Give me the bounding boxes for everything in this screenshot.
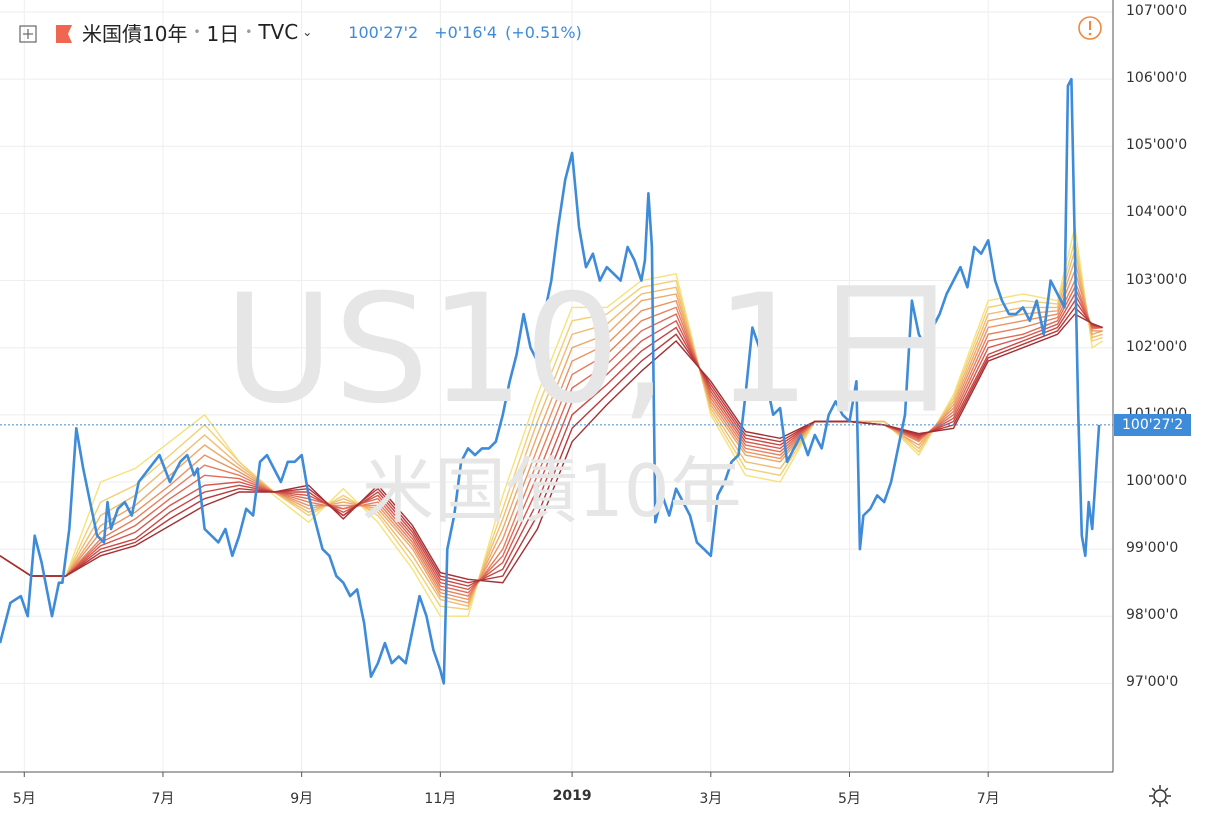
price-axis-tick-label: 97'00'0	[1126, 674, 1179, 691]
ma-ribbon-line	[0, 299, 1103, 587]
time-axis-tick-label: 7月	[151, 791, 175, 807]
price-axis-tick-label: 98'00'0	[1126, 607, 1179, 624]
price-series	[0, 77, 1101, 685]
time-axis-tick-label: 11月	[424, 791, 457, 807]
ma-ribbon-line	[0, 257, 1103, 604]
time-axis-tick-label: 2019	[552, 788, 592, 804]
ma-ribbon-line	[0, 313, 1103, 584]
price-change: +0'16'4	[434, 22, 498, 42]
price-axis-tick-label: 103'00'0	[1126, 271, 1188, 288]
ma-ribbon-line	[0, 240, 1103, 611]
separator-dot: •	[193, 25, 201, 39]
time-axis-tick-label: 5月	[838, 791, 861, 807]
ma-ribbon-line	[0, 268, 1103, 601]
price-axis-tick-label: 105'00'0	[1126, 137, 1188, 154]
time-axis-ticks	[23, 772, 989, 777]
price-change-percent: (+0.51%)	[505, 22, 582, 42]
ma-ribbon-line	[0, 292, 1103, 591]
exchange-label[interactable]: TVC	[258, 20, 299, 44]
settings-gear-icon[interactable]	[1149, 785, 1171, 807]
time-axis-tick-label: 5月	[12, 791, 36, 807]
price-axis-tick-label: 107'00'0	[1126, 3, 1188, 19]
time-axis-tick-label: 3月	[699, 791, 723, 807]
ma-ribbon-line	[0, 306, 1103, 584]
chart-header: 米国債10年 • 1日 • TVC ⌄ 100'27'2 +0'16'4 (+0…	[82, 16, 582, 48]
ma-ribbon-line	[0, 250, 1103, 608]
price-axis-tick-label: 104'00'0	[1126, 204, 1188, 221]
chevron-down-icon[interactable]: ⌄	[302, 25, 313, 39]
ma-ribbon-line	[0, 226, 1103, 617]
interval-label[interactable]: 1日	[206, 21, 240, 46]
time-axis-tick-label: 9月	[290, 791, 314, 807]
ma-ribbon	[0, 226, 1103, 617]
price-axis-tick-label: 99'00'0	[1126, 540, 1179, 557]
last-price: 100'27'2	[348, 22, 419, 42]
alert-icon[interactable]	[1078, 16, 1102, 40]
symbol-name[interactable]: 米国債10年	[82, 21, 188, 46]
plus-box-icon[interactable]	[19, 25, 37, 43]
separator-dot: •	[245, 25, 253, 39]
flag-icon	[56, 25, 72, 43]
price-line	[0, 77, 1101, 685]
price-axis-tick-label: 106'00'0	[1126, 70, 1188, 87]
price-axis-tick-label: 100'00'0	[1126, 472, 1188, 489]
price-axis-tick-label: 102'00'0	[1126, 338, 1188, 355]
time-axis-tick-label: 7月	[976, 791, 1000, 807]
last-price-tag: 100'27'2	[1114, 413, 1192, 436]
ma-ribbon-line	[0, 285, 1103, 594]
